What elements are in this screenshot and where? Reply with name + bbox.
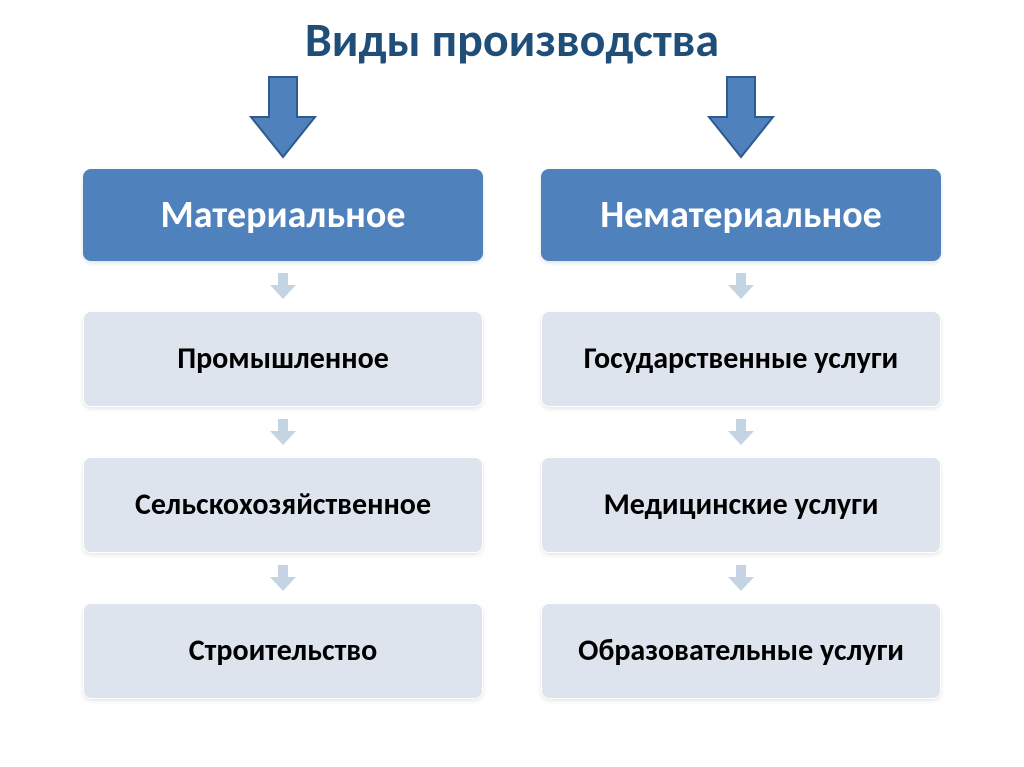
sub-box: Медицинские услуги [541,457,941,553]
header-box-immaterial: Нематериальное [541,169,941,261]
sub-box: Строительство [83,603,483,699]
small-arrow-icon [268,271,298,301]
down-arrow-icon [705,73,777,161]
small-arrow-icon [268,563,298,593]
small-arrow-icon [726,417,756,447]
small-arrow-icon [726,563,756,593]
small-arrow-icon [726,271,756,301]
diagram-columns: Материальное Промышленное Сельскохозяйст… [0,73,1024,699]
page-title: Виды производства [0,0,1024,69]
column-right: Нематериальное Государственные услуги Ме… [541,73,941,699]
sub-box: Сельскохозяйственное [83,457,483,553]
column-left: Материальное Промышленное Сельскохозяйст… [83,73,483,699]
down-arrow-icon [247,73,319,161]
small-arrow-icon [268,417,298,447]
sub-box: Государственные услуги [541,311,941,407]
sub-box: Образовательные услуги [541,603,941,699]
sub-box: Промышленное [83,311,483,407]
header-box-material: Материальное [83,169,483,261]
